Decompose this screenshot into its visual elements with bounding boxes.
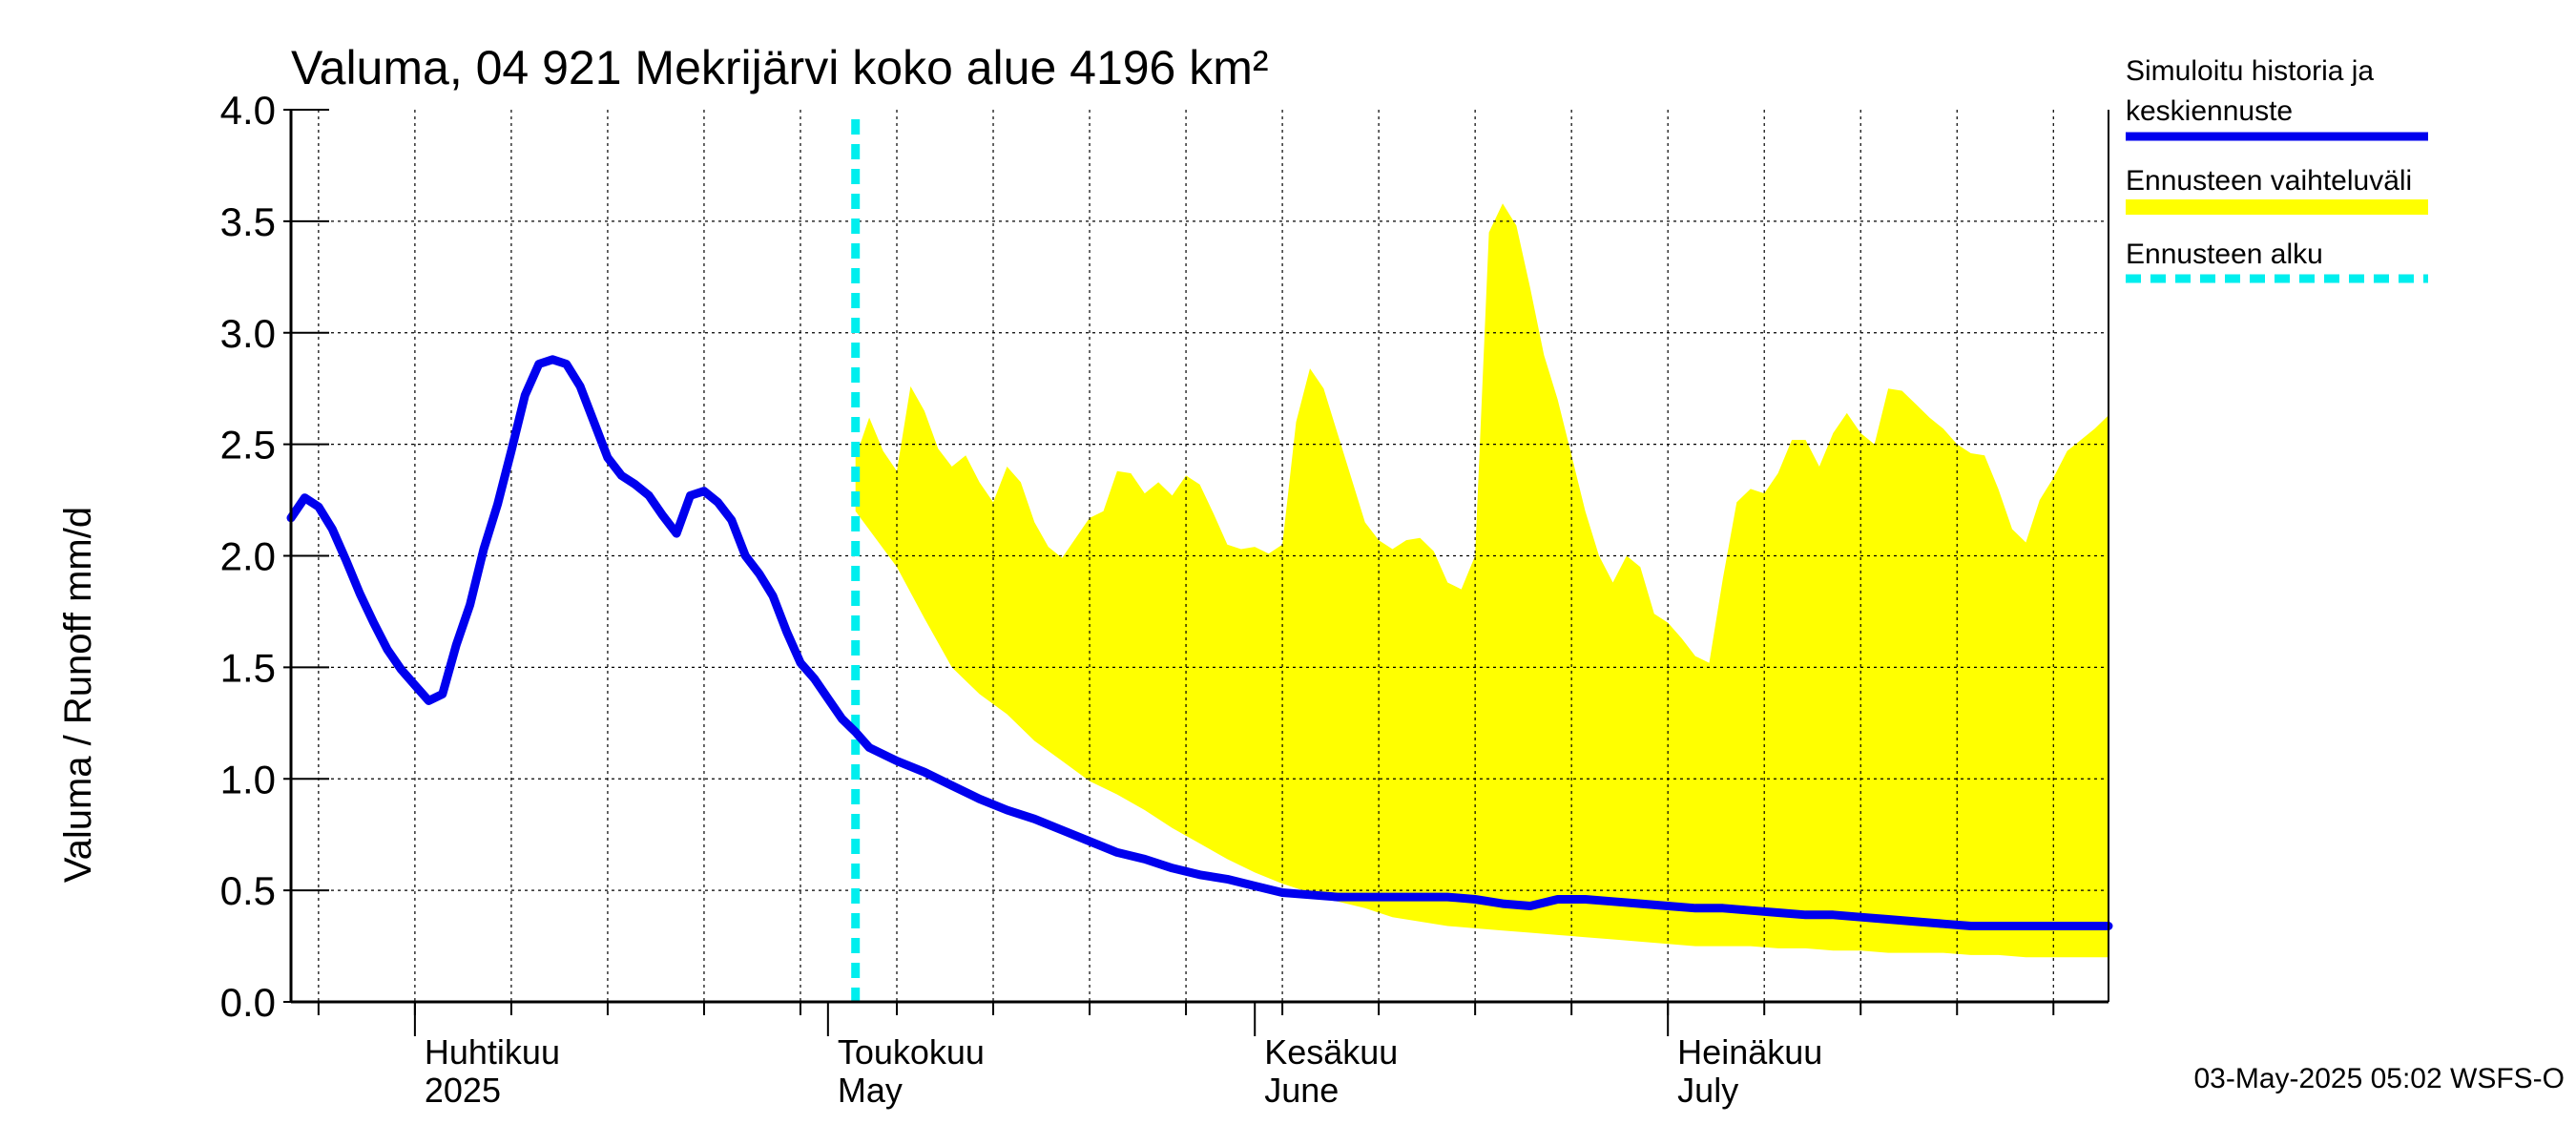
y-tick-label-0: 0.0: [220, 980, 276, 1025]
footer-timestamp: 03-May-2025 05:02 WSFS-O: [2194, 1063, 2566, 1094]
y-tick-label-8: 4.0: [220, 88, 276, 133]
y-tick-label-6: 3.0: [220, 311, 276, 356]
month-label-1: Toukokuu: [838, 1032, 985, 1072]
y-tick-label-1: 0.5: [220, 868, 276, 913]
legend: Simuloitu historia ja keskiennuste Ennus…: [2126, 55, 2428, 283]
y-tick-label-3: 1.5: [220, 645, 276, 690]
month-label-0: Huhtikuu: [425, 1032, 560, 1072]
month-sublabel-1: May: [838, 1071, 903, 1110]
y-tick-label-5: 2.5: [220, 423, 276, 468]
legend-history-label-line1: Simuloitu historia ja: [2126, 55, 2374, 87]
month-label-2: Kesäkuu: [1264, 1032, 1398, 1072]
forecast-range-band: [855, 203, 2109, 958]
y-tick-label-2: 1.0: [220, 757, 276, 802]
month-sublabel-0: 2025: [425, 1071, 501, 1110]
y-tick-label-4: 2.0: [220, 534, 276, 579]
y-tick-label-7: 3.5: [220, 199, 276, 244]
legend-start-label: Ennusteen alku: [2126, 239, 2323, 270]
chart-title: Valuma, 04 921 Mekrijärvi koko alue 4196…: [291, 41, 1269, 94]
history-forecast-line: [286, 355, 2113, 930]
legend-history-label-line2: keskiennuste: [2126, 95, 2293, 127]
month-label-3: Heinäkuu: [1677, 1032, 1822, 1072]
y-axis-label: Valuma / Runoff mm/d: [57, 507, 99, 883]
legend-range-label: Ennusteen vaihteluväli: [2126, 165, 2412, 197]
month-sublabel-3: July: [1677, 1071, 1738, 1110]
month-sublabel-2: June: [1264, 1071, 1339, 1110]
